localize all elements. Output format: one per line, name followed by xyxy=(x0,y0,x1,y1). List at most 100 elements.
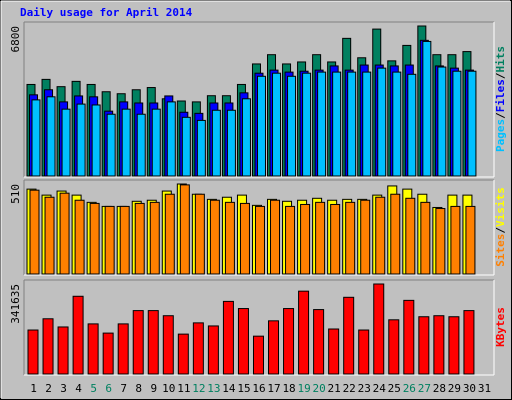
bar xyxy=(211,109,221,177)
bar xyxy=(29,189,40,275)
chart-title: Daily usage for April 2014 xyxy=(20,6,193,19)
x-tick-label: 25 xyxy=(388,382,401,395)
x-tick-label: 31 xyxy=(478,382,491,395)
legend: Sites/Visits xyxy=(494,187,507,267)
y-tick-label: 510 xyxy=(9,184,22,204)
bar xyxy=(313,309,325,375)
bar xyxy=(27,329,39,375)
bar xyxy=(435,208,446,275)
bar xyxy=(61,108,71,177)
x-tick-label: 1 xyxy=(30,382,37,395)
bar xyxy=(467,70,477,177)
bar xyxy=(330,203,341,275)
bar xyxy=(102,332,114,375)
x-tick-label: 18 xyxy=(282,382,295,395)
bar xyxy=(72,295,84,375)
bar xyxy=(256,75,266,177)
legend-entry: KBytes xyxy=(494,307,507,347)
bar xyxy=(132,310,144,375)
y-tick-label: 6800 xyxy=(9,26,22,53)
bar xyxy=(422,40,432,177)
bar xyxy=(465,205,476,275)
bar xyxy=(136,113,146,177)
bar xyxy=(347,71,357,177)
bar xyxy=(315,201,326,275)
x-tick-label: 14 xyxy=(222,382,236,395)
bar xyxy=(418,316,430,375)
x-tick-label: 16 xyxy=(252,382,265,395)
x-tick-label: 13 xyxy=(207,382,220,395)
bar xyxy=(463,310,475,375)
bar xyxy=(345,201,356,275)
x-tick-label: 22 xyxy=(343,382,356,395)
bar xyxy=(287,75,297,177)
x-tick-label: 8 xyxy=(135,382,142,395)
x-tick-label: 4 xyxy=(75,382,82,395)
x-tick-label: 11 xyxy=(177,382,190,395)
bar xyxy=(46,96,56,177)
bar xyxy=(106,113,116,177)
bar xyxy=(343,296,355,375)
x-tick-label: 10 xyxy=(162,382,175,395)
bar xyxy=(377,67,387,177)
bar xyxy=(332,71,342,177)
bar xyxy=(285,205,296,275)
bar xyxy=(375,196,386,275)
x-tick-label: 3 xyxy=(60,382,67,395)
bar xyxy=(119,205,130,275)
bar xyxy=(222,300,234,375)
bar xyxy=(433,315,445,375)
x-tick-label: 30 xyxy=(463,382,476,395)
legend: Pages/Files/Hits xyxy=(494,46,507,152)
bar xyxy=(270,199,281,275)
bar xyxy=(317,71,327,177)
bar xyxy=(298,290,310,375)
x-tick-label: 23 xyxy=(358,382,371,395)
bar xyxy=(207,325,219,375)
x-tick-label: 17 xyxy=(267,382,280,395)
bar xyxy=(420,201,431,275)
x-tick-label: 26 xyxy=(403,382,416,395)
bar xyxy=(358,329,370,375)
bar xyxy=(360,199,371,275)
bar xyxy=(392,71,402,177)
bar xyxy=(405,197,416,275)
legend-separator: / xyxy=(494,72,507,79)
bar xyxy=(196,119,206,177)
bar xyxy=(300,203,311,275)
bar xyxy=(388,319,400,375)
bar xyxy=(237,308,249,375)
bar xyxy=(403,299,415,375)
legend-separator: / xyxy=(494,227,507,234)
bar xyxy=(302,72,312,177)
x-tick-label: 12 xyxy=(192,382,205,395)
bar xyxy=(57,326,69,375)
x-tick-label: 5 xyxy=(90,382,97,395)
bar xyxy=(252,335,264,375)
bar xyxy=(151,108,161,177)
x-tick-label: 20 xyxy=(313,382,326,395)
bar xyxy=(209,199,220,275)
bar xyxy=(42,318,54,375)
bar xyxy=(283,308,295,375)
bar xyxy=(194,193,205,275)
x-tick-label: 6 xyxy=(105,382,112,395)
y-tick-label: 341635 xyxy=(9,284,22,324)
x-tick-label: 19 xyxy=(297,382,310,395)
bar xyxy=(226,109,236,177)
bar xyxy=(452,70,462,177)
bar xyxy=(448,316,460,375)
legend-entry: Pages xyxy=(494,119,507,152)
x-tick-label: 2 xyxy=(45,382,52,395)
bar xyxy=(121,108,131,177)
legend-entry: Files xyxy=(494,79,507,112)
bar xyxy=(74,199,85,275)
bar xyxy=(117,323,129,375)
bar xyxy=(328,328,340,375)
bar xyxy=(134,202,145,275)
bar xyxy=(162,315,174,375)
x-tick-label: 24 xyxy=(373,382,387,395)
bar xyxy=(91,104,101,177)
bar xyxy=(177,333,189,375)
